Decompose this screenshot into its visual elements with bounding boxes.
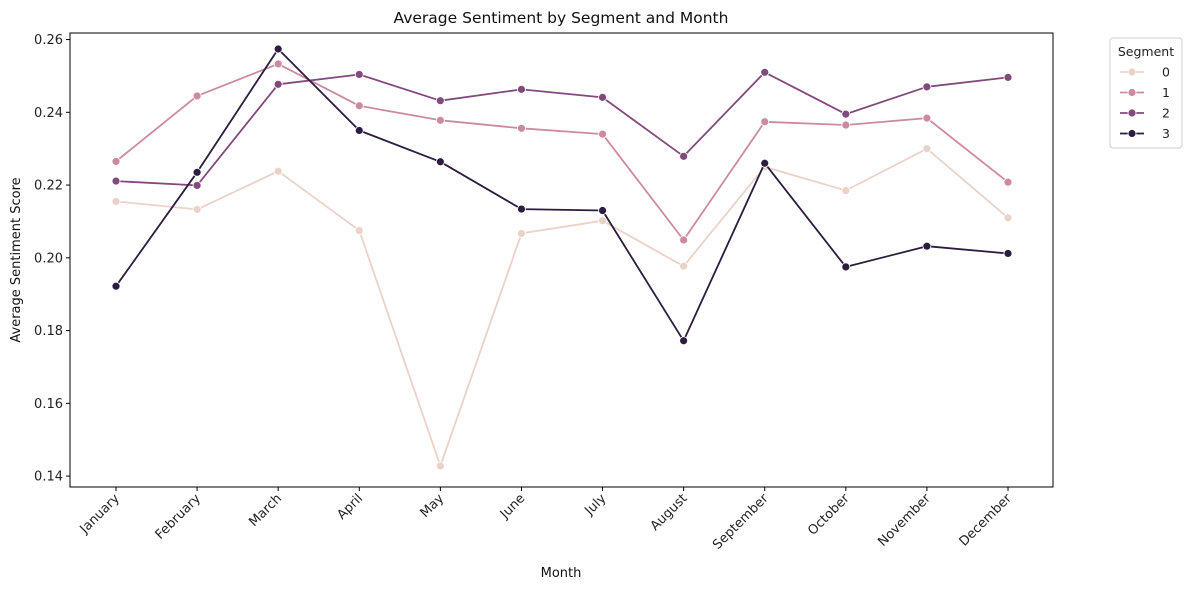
data-point-series-0	[273, 166, 283, 176]
data-point-series-0	[598, 216, 607, 226]
data-point-series-0	[354, 226, 364, 235]
y-axis-title: Average Sentiment Score	[9, 177, 24, 342]
data-point-series-2	[922, 82, 932, 92]
data-point-series-3	[517, 204, 526, 214]
data-point-series-3	[922, 241, 932, 251]
data-point-series-0	[679, 261, 689, 271]
data-point-series-2	[517, 84, 526, 94]
y-tick-label: 0.16	[34, 397, 63, 412]
data-point-series-3	[679, 336, 689, 346]
data-point-series-3	[111, 281, 121, 291]
legend-marker-0	[1127, 67, 1137, 77]
data-point-series-1	[517, 123, 526, 133]
data-point-series-0	[841, 186, 851, 195]
x-axis-title: Month	[541, 566, 582, 581]
y-tick-label: 0.20	[34, 251, 63, 266]
data-point-series-2	[111, 176, 121, 186]
data-point-series-2	[192, 181, 202, 190]
data-point-series-1	[679, 235, 689, 245]
data-point-series-1	[841, 120, 851, 130]
data-point-series-3	[354, 126, 364, 135]
data-point-series-1	[354, 101, 364, 111]
data-point-series-3	[192, 167, 202, 177]
data-point-series-0	[192, 205, 202, 214]
data-point-series-3	[760, 158, 770, 168]
data-point-series-1	[1003, 177, 1013, 187]
legend: Segment 0 1 2 3	[1109, 37, 1183, 149]
data-point-series-2	[841, 109, 851, 119]
data-point-series-1	[192, 91, 202, 101]
plot-frame	[69, 32, 1054, 488]
data-point-series-1	[922, 113, 932, 123]
y-tick-label: 0.18	[34, 324, 63, 339]
legend-label-0: 0	[1162, 65, 1170, 80]
data-point-series-0	[111, 197, 121, 206]
data-point-series-2	[679, 151, 689, 161]
series-line-0	[115, 147, 1009, 467]
legend-label-1: 1	[1162, 85, 1170, 100]
legend-title: Segment	[1118, 44, 1174, 59]
y-tick-label: 0.24	[34, 106, 63, 121]
data-point-series-1	[760, 117, 770, 127]
data-point-series-2	[354, 70, 364, 79]
data-point-series-0	[517, 229, 526, 238]
y-tick-label: 0.14	[34, 470, 63, 485]
legend-marker-1	[1127, 88, 1137, 97]
data-point-series-1	[273, 59, 283, 69]
chart-title: Average Sentiment by Segment and Month	[394, 9, 729, 27]
data-point-series-1	[111, 157, 121, 166]
data-point-series-3	[598, 206, 607, 215]
legend-label-3: 3	[1162, 126, 1170, 141]
data-point-series-3	[1003, 249, 1013, 258]
data-point-series-2	[273, 79, 283, 89]
legend-marker-2	[1127, 108, 1137, 118]
data-point-series-1	[598, 129, 607, 139]
legend-frame	[1109, 37, 1183, 149]
data-point-series-1	[435, 115, 445, 125]
data-point-series-3	[841, 262, 851, 272]
data-point-series-0	[1003, 213, 1013, 223]
data-point-series-3	[273, 44, 283, 54]
data-point-series-0	[922, 144, 932, 154]
y-tick-label: 0.26	[34, 33, 63, 48]
series-line-3	[115, 48, 1009, 342]
data-point-series-2	[435, 96, 445, 106]
legend-marker-3	[1127, 129, 1137, 138]
legend-label-2: 2	[1162, 106, 1170, 121]
data-point-series-3	[435, 157, 445, 167]
y-tick-label: 0.22	[34, 179, 63, 194]
data-point-series-2	[598, 92, 607, 102]
series-line-2	[115, 71, 1009, 187]
data-point-series-0	[435, 461, 445, 471]
data-point-series-2	[760, 67, 770, 77]
data-point-series-2	[1003, 72, 1013, 82]
